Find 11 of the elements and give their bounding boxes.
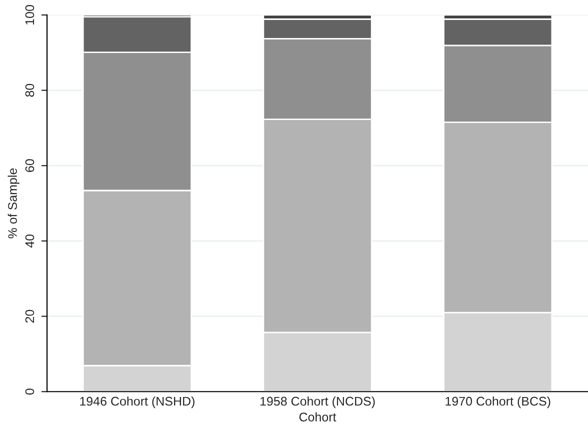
y-tick-label: 40 bbox=[25, 234, 34, 248]
y-tick-label: 20 bbox=[25, 310, 34, 323]
x-tick-label: 1946 Cohort (NSHD) bbox=[80, 396, 194, 408]
x-axis-title: Cohort bbox=[299, 412, 336, 422]
y-tick-label: 100 bbox=[25, 5, 34, 24]
x-tick-label: 1958 Cohort (NCDS) bbox=[260, 396, 375, 408]
y-tick-label: 0 bbox=[25, 388, 34, 395]
y-tick-label: 60 bbox=[25, 159, 34, 172]
y-tick-label: 80 bbox=[25, 84, 34, 97]
y-axis-title: % of Sample bbox=[8, 168, 20, 238]
x-tick-label: 1970 Cohort (BCS) bbox=[446, 396, 550, 408]
